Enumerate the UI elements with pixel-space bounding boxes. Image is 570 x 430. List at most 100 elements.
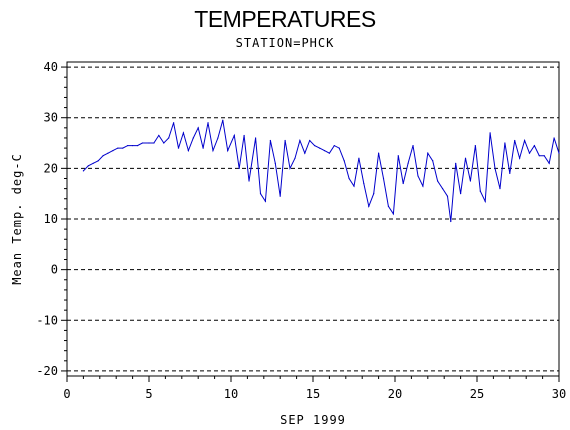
data-point <box>427 152 429 154</box>
data-point <box>450 220 452 223</box>
data-point <box>112 150 114 152</box>
data-point <box>548 162 550 164</box>
data-point <box>182 132 185 134</box>
data-point <box>373 193 375 195</box>
data-point <box>417 175 419 177</box>
data-point <box>177 147 180 149</box>
data-point <box>299 139 301 142</box>
data-point <box>494 167 496 169</box>
data-point <box>538 155 540 157</box>
data-point <box>464 157 467 159</box>
data-point <box>274 162 276 164</box>
x-tick-label: 25 <box>470 387 484 401</box>
data-point <box>437 180 439 182</box>
data-point <box>233 134 235 137</box>
data-point <box>455 162 457 164</box>
data-point <box>117 147 119 149</box>
data-point <box>202 147 204 149</box>
data-point <box>504 142 506 144</box>
data-point <box>173 122 175 124</box>
data-point <box>397 155 399 157</box>
data-point <box>407 162 409 164</box>
data-point <box>248 180 250 182</box>
data-point <box>187 150 189 152</box>
y-axis-label: Mean Temp. deg-C <box>10 153 24 285</box>
data-point <box>553 137 555 139</box>
data-point <box>82 170 84 172</box>
data-point <box>446 195 449 197</box>
data-point <box>92 162 94 164</box>
data-point <box>284 139 286 142</box>
data-point <box>368 205 370 207</box>
data-point <box>227 150 229 152</box>
data-point <box>392 213 394 215</box>
data-point <box>489 132 491 134</box>
data-point <box>158 134 160 137</box>
x-axis-label: SEP 1999 <box>280 413 346 427</box>
data-point <box>358 157 360 159</box>
data-point <box>132 144 134 147</box>
data-point <box>163 142 165 144</box>
data-point <box>97 160 99 162</box>
data-point <box>136 144 139 147</box>
data-point <box>255 137 257 139</box>
data-point <box>127 144 129 147</box>
data-point <box>289 167 291 169</box>
data-point <box>382 177 385 180</box>
data-point <box>402 182 404 185</box>
data-point <box>514 139 516 142</box>
data-point <box>148 142 150 144</box>
data-point <box>363 182 365 185</box>
data-point <box>207 122 209 124</box>
data-point <box>528 152 531 154</box>
data-point <box>107 152 109 154</box>
data-point <box>217 137 219 139</box>
y-tick-label: 30 <box>44 111 58 125</box>
chart-subtitle: STATION=PHCK <box>235 36 335 50</box>
data-point <box>387 205 390 207</box>
data-point <box>353 185 355 187</box>
data-point <box>309 139 311 142</box>
data-point <box>314 144 316 147</box>
data-point <box>192 137 194 139</box>
data-point <box>243 134 245 137</box>
x-tick-label: 10 <box>224 387 238 401</box>
y-tick-label: -10 <box>36 313 58 327</box>
data-point <box>238 167 240 169</box>
data-point <box>87 165 89 167</box>
y-tick-label: -20 <box>36 364 58 378</box>
data-point <box>264 200 267 202</box>
y-tick-label: 20 <box>44 161 58 175</box>
data-point <box>343 160 345 162</box>
data-point <box>269 139 271 142</box>
data-point <box>499 188 501 190</box>
data-point <box>469 180 472 182</box>
data-point <box>259 193 262 195</box>
data-point <box>338 147 340 149</box>
data-point <box>533 144 536 147</box>
data-point <box>519 157 521 159</box>
x-tick-label: 5 <box>145 387 152 401</box>
data-point <box>509 172 511 175</box>
x-tick-label: 0 <box>63 387 70 401</box>
data-point <box>460 193 462 195</box>
data-point <box>153 142 155 144</box>
data-point <box>279 195 281 197</box>
data-point <box>333 144 335 147</box>
data-point <box>222 119 224 121</box>
data-point <box>523 139 526 142</box>
x-tick-label: 20 <box>388 387 402 401</box>
data-point <box>558 152 560 154</box>
data-point <box>432 160 434 162</box>
data-point <box>543 155 545 157</box>
x-tick-label: 15 <box>306 387 320 401</box>
data-point <box>168 137 170 139</box>
data-point <box>323 150 326 152</box>
data-point <box>441 188 444 190</box>
data-point <box>102 155 104 157</box>
data-point <box>304 152 306 154</box>
data-point <box>328 152 330 154</box>
data-point <box>484 200 486 202</box>
